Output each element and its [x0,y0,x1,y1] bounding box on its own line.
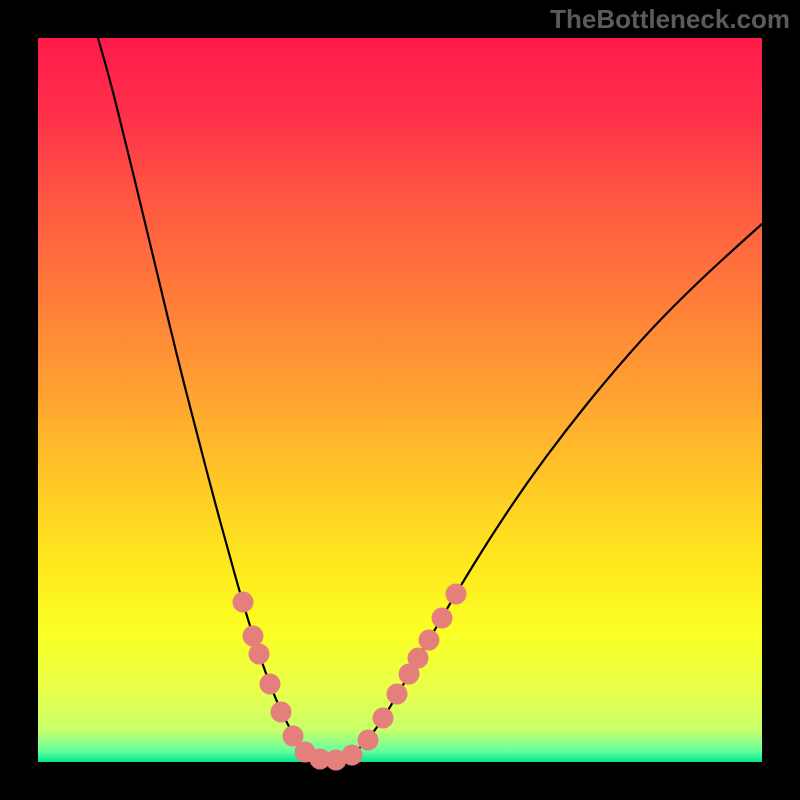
watermark-text: TheBottleneck.com [550,4,790,35]
data-point [373,708,394,729]
data-point [249,644,270,665]
data-point [271,702,292,723]
data-point [260,674,281,695]
data-point [432,608,453,629]
bottleneck-curve [98,38,762,760]
data-point [408,648,429,669]
chart-container: TheBottleneck.com [0,0,800,800]
data-point [342,745,363,766]
data-point [446,584,467,605]
curve-overlay [0,0,800,800]
data-point [233,592,254,613]
data-point [243,626,264,647]
data-point [419,630,440,651]
data-point [387,684,408,705]
data-point [358,730,379,751]
